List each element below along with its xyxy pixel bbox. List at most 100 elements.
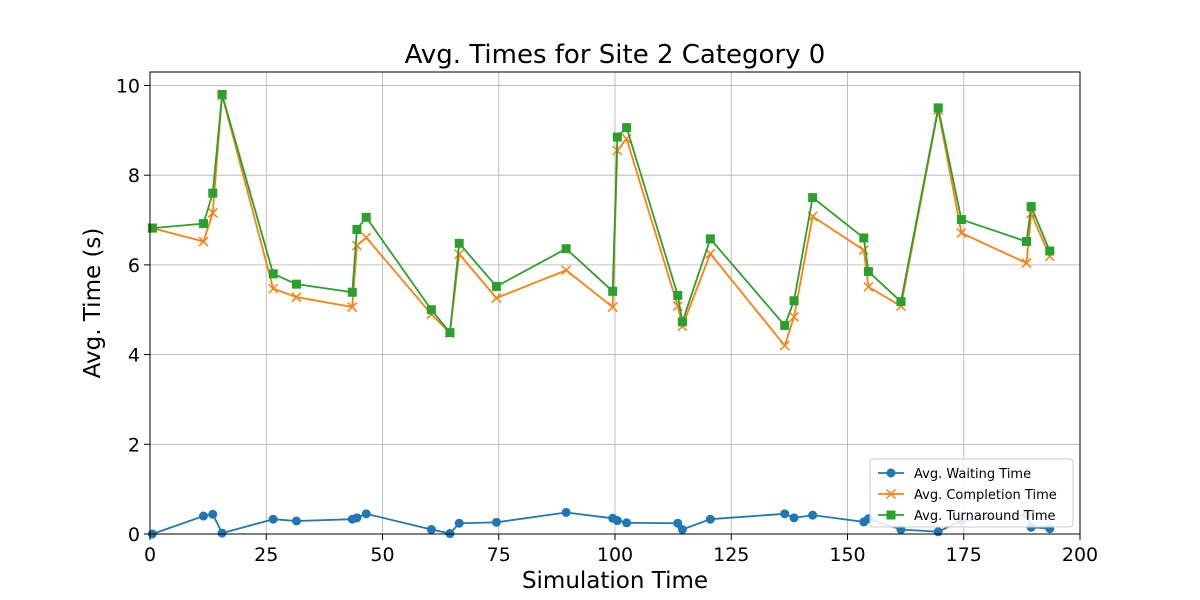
- y-tick-label: 0: [128, 524, 140, 546]
- data-point: [561, 265, 572, 276]
- data-point: [608, 286, 618, 296]
- legend-swatch-marker: [886, 510, 896, 520]
- data-point: [198, 219, 208, 229]
- data-point: [612, 516, 622, 526]
- y-tick-label: 6: [128, 255, 140, 277]
- x-tick-label: 175: [946, 544, 982, 566]
- data-point: [198, 236, 209, 247]
- legend-swatch-marker: [886, 468, 896, 478]
- data-point: [863, 267, 873, 277]
- x-tick-label: 75: [487, 544, 511, 566]
- legend: Avg. Waiting Time Avg. Completion Time Avg…: [869, 458, 1074, 528]
- data-point: [789, 513, 799, 523]
- data-point: [291, 516, 301, 526]
- data-point: [677, 317, 687, 327]
- data-point: [561, 244, 571, 254]
- data-point: [347, 302, 358, 313]
- data-point: [268, 514, 278, 524]
- data-point: [426, 525, 436, 535]
- x-tick-label: 100: [597, 544, 633, 566]
- data-point: [291, 292, 302, 303]
- x-axis-label: Simulation Time: [522, 568, 708, 594]
- data-point: [622, 123, 632, 133]
- y-tick-label: 8: [128, 165, 140, 187]
- data-point: [426, 305, 436, 315]
- data-point: [933, 527, 943, 537]
- data-point: [454, 518, 464, 528]
- x-tick-label: 200: [1062, 544, 1098, 566]
- data-point: [622, 518, 632, 528]
- data-point: [956, 215, 966, 225]
- x-tick-label: 50: [370, 544, 394, 566]
- data-point: [808, 510, 818, 520]
- data-point: [352, 513, 362, 523]
- data-point: [1022, 237, 1032, 247]
- data-point: [361, 212, 371, 222]
- data-point: [491, 281, 501, 291]
- data-point: [896, 297, 906, 307]
- legend-item: Avg. Completion Time: [878, 488, 1057, 503]
- x-tick-label: 150: [829, 544, 865, 566]
- legend-label: Avg. Waiting Time: [914, 467, 1031, 482]
- data-point: [673, 518, 683, 528]
- data-point: [491, 293, 502, 304]
- data-point: [859, 233, 869, 243]
- data-point: [198, 511, 208, 521]
- data-point: [612, 132, 622, 142]
- series-layer: [147, 89, 1055, 539]
- data-point: [808, 193, 818, 203]
- data-point: [1045, 246, 1055, 256]
- data-point: [858, 245, 869, 256]
- data-point: [705, 234, 715, 244]
- data-point: [677, 525, 687, 535]
- data-point: [208, 509, 218, 519]
- x-tick-label: 125: [713, 544, 749, 566]
- data-point: [351, 240, 362, 251]
- data-point: [1021, 258, 1032, 269]
- data-point: [491, 517, 501, 527]
- data-point: [956, 227, 967, 239]
- data-point: [863, 281, 874, 292]
- data-point: [217, 89, 227, 99]
- legend-item: Avg. Waiting Time: [878, 467, 1031, 482]
- x-tick-label: 25: [254, 544, 278, 566]
- series-avg-waiting-time: [147, 507, 1055, 539]
- data-point: [291, 279, 301, 289]
- data-point: [607, 302, 618, 313]
- data-point: [268, 269, 278, 279]
- data-point: [361, 232, 372, 243]
- data-point: [208, 188, 218, 198]
- data-point: [207, 207, 218, 218]
- legend-label: Avg. Turnaround Time: [914, 509, 1056, 524]
- legend-label: Avg. Completion Time: [914, 488, 1057, 503]
- ticks: 0 25 50 75 100 125 150 175 200 0 2 4 6 8 10: [116, 75, 1098, 566]
- data-point: [780, 509, 790, 519]
- data-point: [217, 528, 227, 538]
- data-point: [561, 507, 571, 517]
- data-point: [1026, 202, 1036, 212]
- y-tick-label: 4: [128, 345, 140, 367]
- chart-title: Avg. Times for Site 2 Category 0: [405, 40, 826, 70]
- data-point: [705, 248, 716, 259]
- y-tick-label: 2: [128, 434, 140, 456]
- data-point: [454, 238, 464, 248]
- x-tick-label: 0: [144, 544, 156, 566]
- data-point: [673, 290, 683, 300]
- data-point: [147, 223, 157, 233]
- data-point: [361, 509, 371, 519]
- data-point: [788, 311, 800, 322]
- data-point: [705, 514, 715, 524]
- data-point: [445, 328, 455, 338]
- y-tick-label: 10: [116, 75, 140, 97]
- legend-box: [869, 458, 1074, 528]
- data-point: [789, 296, 799, 306]
- data-point: [347, 287, 357, 297]
- y-axis-label: Avg. Time (s): [80, 228, 106, 379]
- data-point: [933, 103, 943, 113]
- data-point: [454, 249, 465, 260]
- legend-item: Avg. Turnaround Time: [878, 509, 1056, 524]
- legend-swatch-marker: [885, 488, 897, 500]
- data-point: [779, 340, 790, 351]
- series-avg-turnaround-time: [147, 89, 1055, 338]
